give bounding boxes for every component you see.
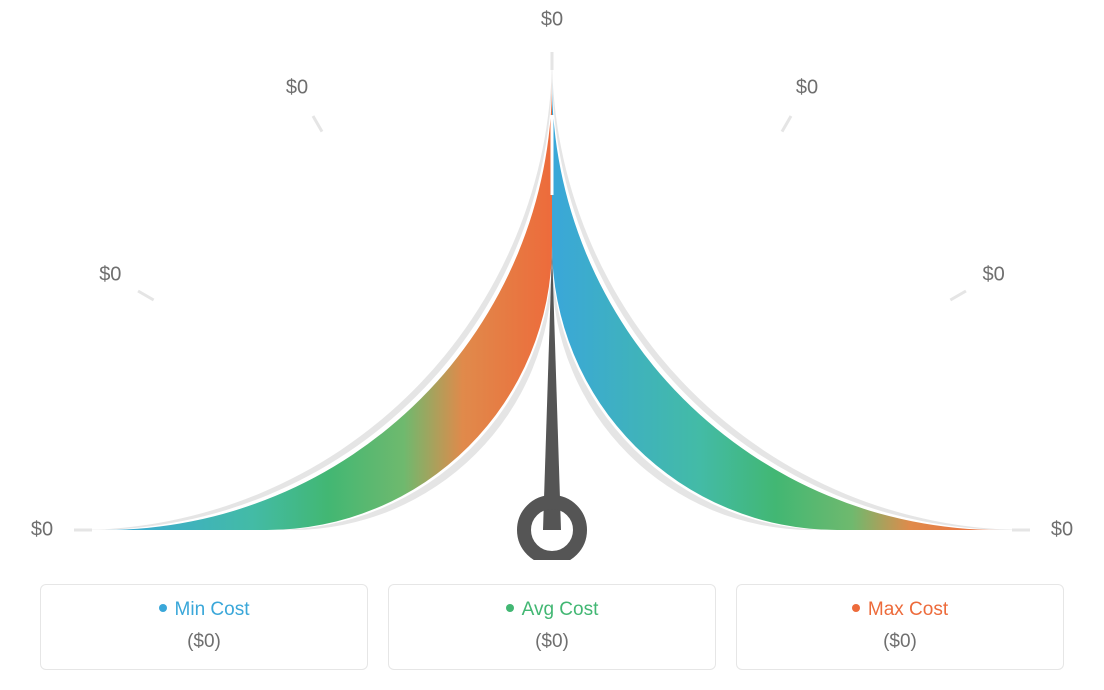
legend-card-min: Min Cost ($0) <box>40 584 368 670</box>
svg-text:$0: $0 <box>1051 518 1073 540</box>
cost-gauge-infographic: $0 $0 $0 $0 $0 $0 $0 Min Cost ($0) Avg Cost ($… <box>0 0 1104 690</box>
legend-avg-label: Avg Cost <box>522 599 599 620</box>
legend-max-value: ($0) <box>747 631 1053 653</box>
svg-text:$0: $0 <box>541 8 563 30</box>
legend-avg-title: Avg Cost <box>399 599 705 621</box>
legend-min-dot <box>159 604 167 612</box>
legend-max-label: Max Cost <box>868 599 948 620</box>
gauge-svg: $0 $0 $0 $0 $0 $0 $0 <box>0 0 1104 560</box>
legend-min-label: Min Cost <box>175 599 250 620</box>
legend-avg-value: ($0) <box>399 631 705 653</box>
svg-text:$0: $0 <box>286 77 308 99</box>
legend-card-avg: Avg Cost ($0) <box>388 584 716 670</box>
svg-text:$0: $0 <box>796 77 818 99</box>
legend-max-title: Max Cost <box>747 599 1053 621</box>
legend-min-title: Min Cost <box>51 599 357 621</box>
gauge-area: $0 $0 $0 $0 $0 $0 $0 <box>0 0 1104 560</box>
legend-min-value: ($0) <box>51 631 357 653</box>
legend-row: Min Cost ($0) Avg Cost ($0) Max Cost ($0… <box>40 584 1064 670</box>
svg-text:$0: $0 <box>983 263 1005 285</box>
svg-text:$0: $0 <box>99 263 121 285</box>
legend-avg-dot <box>506 604 514 612</box>
legend-card-max: Max Cost ($0) <box>736 584 1064 670</box>
svg-text:$0: $0 <box>31 518 53 540</box>
legend-max-dot <box>852 604 860 612</box>
